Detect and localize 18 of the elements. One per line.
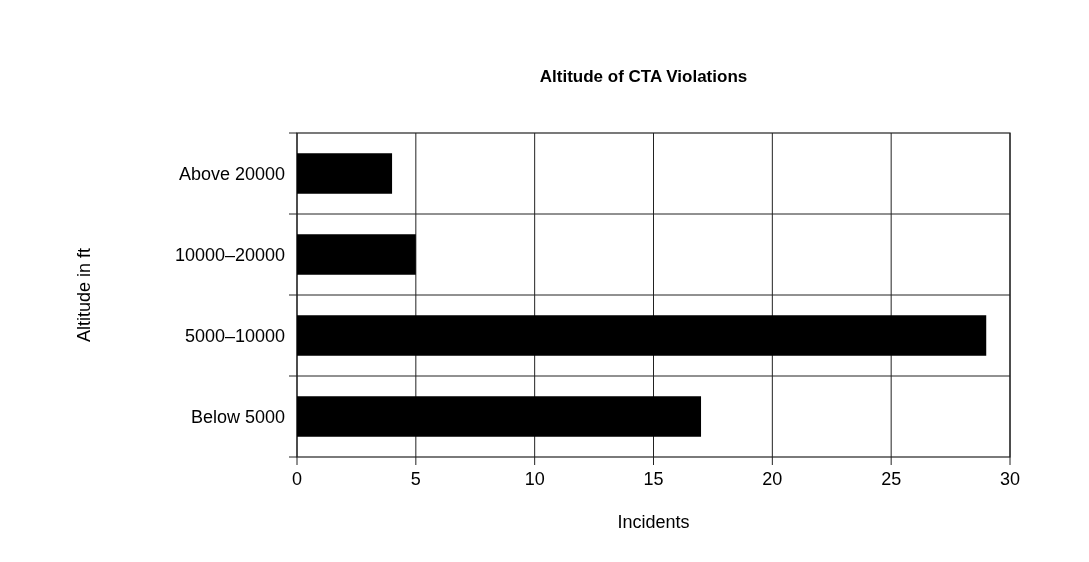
y-tick-label: 10000–20000 — [174, 244, 285, 265]
x-tick-label: 15 — [643, 469, 664, 489]
x-tick-label: 5 — [410, 469, 421, 489]
bar — [297, 396, 702, 437]
bar — [297, 315, 987, 356]
y-tick-label: 5000–10000 — [184, 325, 285, 346]
y-tick-label: Below 5000 — [190, 406, 285, 427]
x-tick-label: 0 — [291, 469, 303, 489]
bar — [297, 153, 393, 194]
bar — [297, 234, 416, 275]
x-tick-label: 30 — [999, 469, 1021, 489]
x-axis-title: Incidents — [617, 512, 690, 532]
chart-title: Altitude of CTA Violations — [539, 67, 748, 86]
x-tick-label: 10 — [524, 469, 545, 489]
x-tick-label: 25 — [881, 469, 902, 489]
x-tick-label: 20 — [762, 469, 783, 489]
y-tick-label: Above 20000 — [178, 163, 285, 184]
y-axis-title: Altitude in ft — [74, 247, 94, 343]
